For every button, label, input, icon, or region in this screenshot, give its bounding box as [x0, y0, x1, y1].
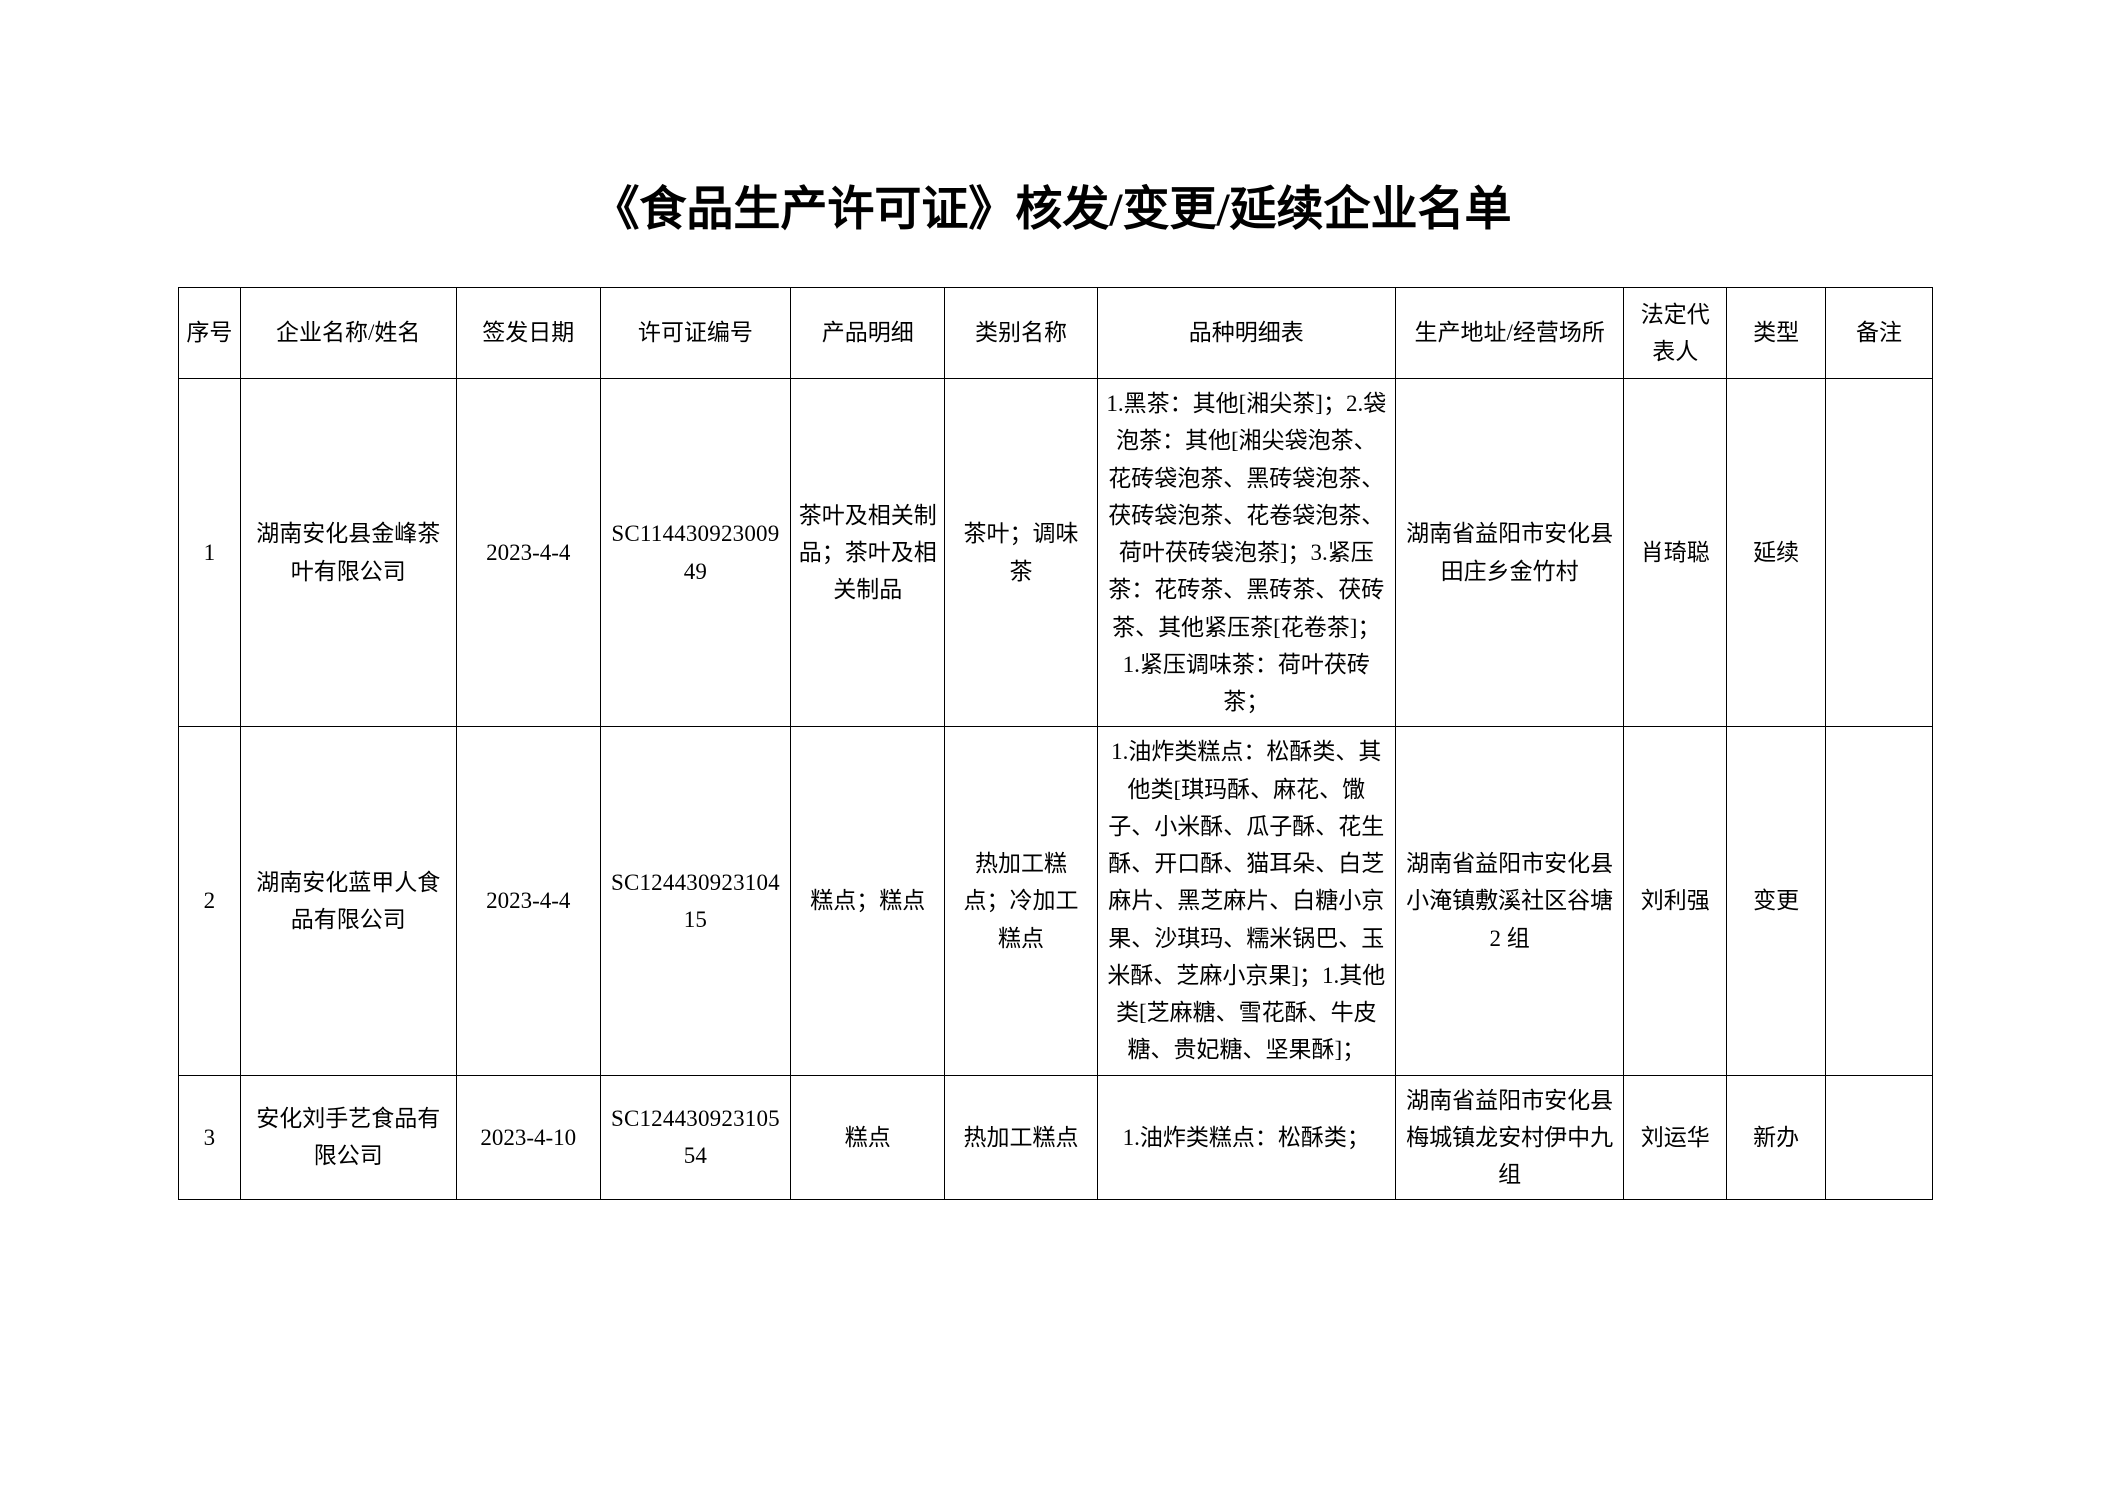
table-row: 3 安化刘手艺食品有限公司 2023-4-10 SC12443092310554…: [178, 1074, 1934, 1201]
table-row: 1 湖南安化县金峰茶叶有限公司 2023-4-4 SC1144309230094…: [178, 378, 1934, 728]
column-header-product: 产品明细: [790, 287, 946, 380]
column-header-type: 类型: [1726, 287, 1826, 380]
cell-date: 2023-4-4: [455, 378, 601, 728]
cell-legal: 刘运华: [1623, 1074, 1728, 1201]
cell-legal: 肖琦聪: [1623, 378, 1728, 728]
cell-product: 茶叶及相关制品；茶叶及相关制品: [790, 378, 946, 728]
column-header-legal: 法定代表人: [1623, 287, 1728, 380]
cell-seq: 1: [178, 378, 241, 728]
cell-type: 延续: [1726, 378, 1826, 728]
cell-category: 茶叶；调味茶: [944, 378, 1098, 728]
cell-license: SC12443092310415: [599, 726, 792, 1076]
column-header-date: 签发日期: [455, 287, 601, 380]
cell-name: 湖南安化蓝甲人食品有限公司: [239, 726, 457, 1076]
cell-license: SC11443092300949: [599, 378, 792, 728]
cell-date: 2023-4-10: [455, 1074, 601, 1201]
table-header: 序号 企业名称/姓名 签发日期 许可证编号 产品明细 类别名称 品种明细表 生产…: [178, 287, 1934, 380]
cell-category: 热加工糕点: [944, 1074, 1098, 1201]
cell-product: 糕点: [790, 1074, 946, 1201]
column-header-remark: 备注: [1824, 287, 1934, 380]
cell-date: 2023-4-4: [455, 726, 601, 1076]
table-body: 1 湖南安化县金峰茶叶有限公司 2023-4-4 SC1144309230094…: [178, 378, 1934, 1201]
cell-license: SC12443092310554: [599, 1074, 792, 1201]
column-header-address: 生产地址/经营场所: [1394, 287, 1625, 380]
cell-address: 湖南省益阳市安化县田庄乡金竹村: [1394, 378, 1625, 728]
table-container: 序号 企业名称/姓名 签发日期 许可证编号 产品明细 类别名称 品种明细表 生产…: [0, 287, 2104, 1201]
cell-seq: 2: [178, 726, 241, 1076]
cell-address: 湖南省益阳市安化县小淹镇敷溪社区谷塘 2 组: [1394, 726, 1625, 1076]
cell-variety: 1.黑茶：其他[湘尖茶]；2.袋泡茶：其他[湘尖袋泡茶、花砖袋泡茶、黑砖袋泡茶、…: [1096, 378, 1396, 728]
column-header-name: 企业名称/姓名: [239, 287, 457, 380]
cell-seq: 3: [178, 1074, 241, 1201]
column-header-variety: 品种明细表: [1096, 287, 1396, 380]
cell-category: 热加工糕点；冷加工糕点: [944, 726, 1098, 1076]
table-header-row: 序号 企业名称/姓名 签发日期 许可证编号 产品明细 类别名称 品种明细表 生产…: [178, 287, 1934, 380]
enterprise-listing-table: 序号 企业名称/姓名 签发日期 许可证编号 产品明细 类别名称 品种明细表 生产…: [178, 287, 1934, 1201]
cell-variety: 1.油炸类糕点：松酥类、其他类[琪玛酥、麻花、馓子、小米酥、瓜子酥、花生酥、开口…: [1096, 726, 1396, 1076]
column-header-license: 许可证编号: [599, 287, 792, 380]
cell-type: 新办: [1726, 1074, 1826, 1201]
cell-address: 湖南省益阳市安化县梅城镇龙安村伊中九组: [1394, 1074, 1625, 1201]
table-row: 2 湖南安化蓝甲人食品有限公司 2023-4-4 SC1244309231041…: [178, 726, 1934, 1076]
cell-legal: 刘利强: [1623, 726, 1728, 1076]
cell-product: 糕点；糕点: [790, 726, 946, 1076]
cell-type: 变更: [1726, 726, 1826, 1076]
cell-variety: 1.油炸类糕点：松酥类；: [1096, 1074, 1396, 1201]
cell-remark: [1824, 726, 1934, 1076]
cell-name: 安化刘手艺食品有限公司: [239, 1074, 457, 1201]
page-title: 《食品生产许可证》核发/变更/延续企业名单: [592, 184, 1512, 236]
column-header-seq: 序号: [178, 287, 241, 380]
column-header-category: 类别名称: [944, 287, 1098, 380]
cell-remark: [1824, 378, 1934, 728]
cell-remark: [1824, 1074, 1934, 1201]
cell-name: 湖南安化县金峰茶叶有限公司: [239, 378, 457, 728]
